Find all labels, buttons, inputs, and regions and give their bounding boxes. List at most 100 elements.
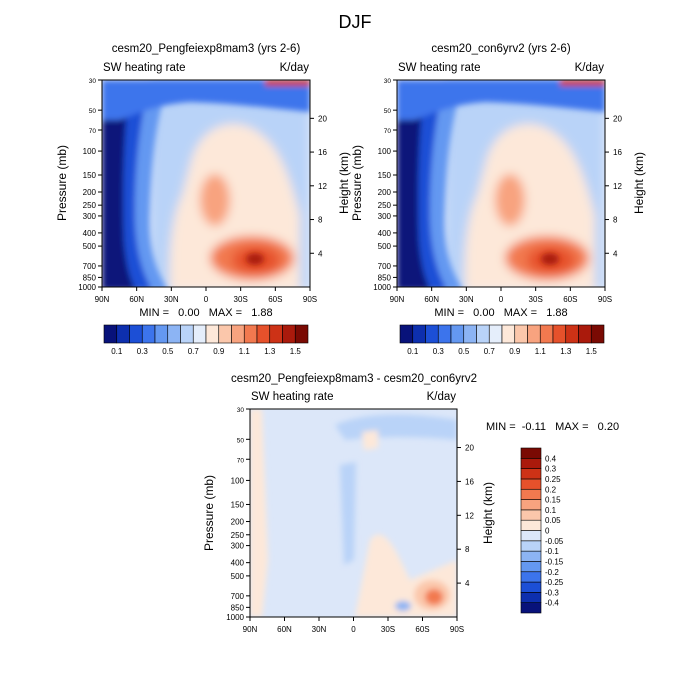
contour-field xyxy=(250,409,457,617)
colorbar-swatch xyxy=(590,324,605,344)
y-axis-right: 20 16 12 8 4 xyxy=(310,114,327,258)
y-tick-label: 400 xyxy=(83,229,97,238)
colorbar-label: 0.9 xyxy=(213,347,225,356)
panel-left-label: SW heating rate xyxy=(103,62,185,74)
colorbar-label: -0.4 xyxy=(545,599,559,608)
y-tick-label: 150 xyxy=(231,500,245,509)
height-tick-label: 4 xyxy=(613,249,618,258)
height-tick-label: 16 xyxy=(318,148,327,157)
x-tick-label: 30N xyxy=(164,295,179,304)
colorbar-swatch xyxy=(488,324,503,344)
y-tick-label: 250 xyxy=(378,201,392,210)
x-tick-label: 60N xyxy=(129,295,144,304)
contour-field xyxy=(102,80,310,287)
y-tick-label: 500 xyxy=(378,242,392,251)
x-tick-label: 90S xyxy=(450,625,464,634)
colorbar-swatch xyxy=(520,519,542,531)
y-axis-right-label: Height (km) xyxy=(481,482,495,544)
y-tick-label: 30 xyxy=(384,78,392,85)
x-tick-label: 60S xyxy=(563,295,577,304)
x-tick-label: 60S xyxy=(415,625,429,634)
colorbar-swatch xyxy=(192,324,207,344)
maximum-center xyxy=(246,253,264,265)
panel-title: cesm20_Pengfeiexp8mam3 (yrs 2-6) xyxy=(112,43,301,55)
colorbar-swatch xyxy=(520,447,542,459)
y-tick-label: 250 xyxy=(83,201,97,210)
panel-3: cesm20_Pengfeiexp8mam3 - cesm20_con6yrv2… xyxy=(202,373,619,634)
contour-field xyxy=(397,80,605,287)
panel-right-label: K/day xyxy=(427,391,457,403)
x-axis: 90N 60N 30N 0 30S 60S 90S xyxy=(243,617,464,634)
colorbar-swatch xyxy=(539,324,554,344)
colorbar-swatch xyxy=(269,324,283,344)
colorbar-label: -0.2 xyxy=(545,568,559,577)
colorbar-swatch xyxy=(520,478,542,490)
y-tick-label: 500 xyxy=(83,242,97,251)
x-tick-label: 0 xyxy=(204,295,209,304)
y-tick-label: 50 xyxy=(384,108,392,115)
colorbar-label: 1.3 xyxy=(560,347,572,356)
x-tick-label: 90N xyxy=(390,295,405,304)
figure-title: DJF xyxy=(339,12,372,32)
y-tick-label: 400 xyxy=(231,559,245,568)
height-tick-label: 20 xyxy=(613,114,622,123)
colorbar-label: 0.3 xyxy=(137,347,149,356)
colorbar-label: 1.1 xyxy=(239,347,251,356)
y-axis-right-label: Height (km) xyxy=(632,152,646,214)
y-tick-label: 100 xyxy=(378,147,392,156)
colorbar-swatch xyxy=(520,581,542,593)
colorbar-swatch xyxy=(141,324,156,344)
height-tick-label: 16 xyxy=(465,477,474,486)
x-tick-label: 60S xyxy=(268,295,282,304)
stratosphere-blue xyxy=(397,80,605,120)
y-tick-label: 150 xyxy=(378,171,392,180)
x-tick-label: 30N xyxy=(312,625,327,634)
colorbar-label: 0.5 xyxy=(162,347,174,356)
y-axis-label: Pressure (mb) xyxy=(202,475,216,551)
height-tick-label: 12 xyxy=(318,182,327,191)
colorbar-swatch xyxy=(552,324,567,344)
colorbar-label: 1.1 xyxy=(535,347,547,356)
colorbar-label: 0.3 xyxy=(545,465,557,474)
y-tick-label: 100 xyxy=(83,147,97,156)
colorbar-swatch xyxy=(243,324,258,344)
x-tick-label: 0 xyxy=(499,295,504,304)
y-tick-label: 30 xyxy=(89,78,97,85)
y-axis-label: Pressure (mb) xyxy=(55,145,69,221)
y-tick-label: 50 xyxy=(89,108,97,115)
height-tick-label: 4 xyxy=(318,249,323,258)
y-tick-label: 700 xyxy=(378,262,392,271)
x-tick-label: 60N xyxy=(424,295,439,304)
height-tick-label: 8 xyxy=(318,216,323,225)
colorbar-swatch xyxy=(294,324,309,344)
height-tick-label: 12 xyxy=(613,182,622,191)
colorbar-swatch xyxy=(154,324,169,344)
colorbar-swatch xyxy=(437,324,452,344)
colorbar-swatch xyxy=(129,324,143,344)
colorbar-swatch xyxy=(520,550,542,562)
colorbar-swatch xyxy=(578,324,592,344)
colorbar-swatch xyxy=(412,324,426,344)
colorbar-label: -0.1 xyxy=(545,547,559,556)
y-tick-label: 1000 xyxy=(226,613,244,622)
panel-2: cesm20_con6yrv2 (yrs 2-6) SW heating rat… xyxy=(350,43,646,356)
y-tick-label: 500 xyxy=(231,572,245,581)
colorbar-swatch xyxy=(218,324,232,344)
min-max-stats: MIN = 0.00 MAX = 1.88 xyxy=(434,307,567,319)
panel-left-label: SW heating rate xyxy=(251,391,333,403)
height-tick-label: 4 xyxy=(465,579,470,588)
colorbar-swatch xyxy=(520,458,542,469)
colorbar-label: 0.4 xyxy=(545,454,557,463)
y-tick-label: 100 xyxy=(231,476,245,485)
upper-level-maximum xyxy=(265,80,310,86)
colorbar-label: 0.05 xyxy=(545,516,561,525)
colorbar-swatch xyxy=(520,530,542,542)
x-tick-label: 30N xyxy=(459,295,474,304)
x-tick-label: 90N xyxy=(95,295,110,304)
colorbar-label: 0.2 xyxy=(545,485,557,494)
panel-title: cesm20_con6yrv2 (yrs 2-6) xyxy=(431,43,570,55)
y-tick-label: 70 xyxy=(384,128,392,135)
colorbar-swatch xyxy=(476,324,490,344)
